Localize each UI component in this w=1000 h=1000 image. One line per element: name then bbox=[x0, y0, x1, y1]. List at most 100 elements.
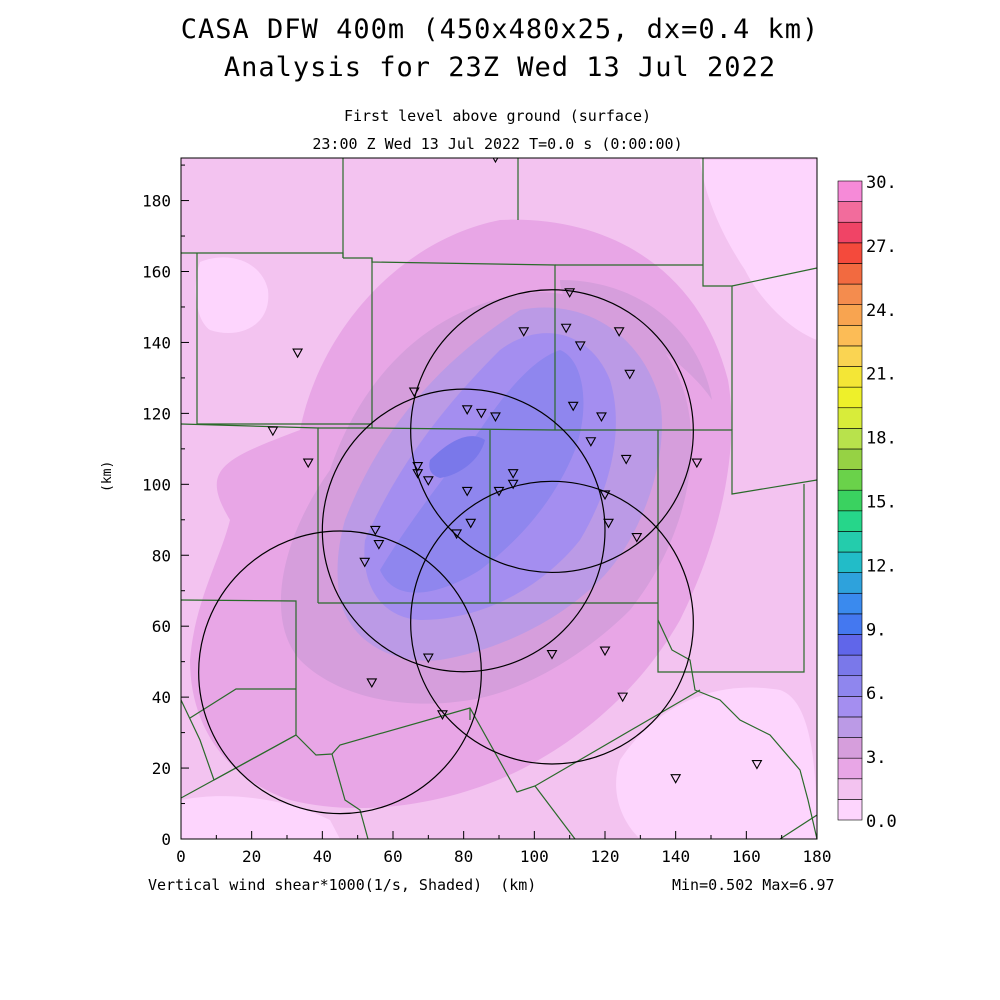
y-tick-label: 120 bbox=[142, 404, 171, 423]
colorbar-label: 9. bbox=[866, 620, 886, 640]
colorbar-swatch bbox=[837, 799, 863, 821]
station-marker bbox=[292, 348, 304, 359]
level-subtitle: First level above ground (surface) bbox=[343, 107, 652, 125]
x-tick-label: 80 bbox=[454, 847, 473, 866]
colorbar-swatch bbox=[837, 654, 863, 677]
colorbar-swatch bbox=[837, 469, 863, 491]
station-markers bbox=[267, 158, 763, 784]
station-marker bbox=[599, 646, 611, 657]
station-marker bbox=[507, 479, 519, 490]
station-marker bbox=[422, 653, 434, 664]
main-title: CASA DFW 400m (450x480x25, dx=0.4 km) bbox=[180, 14, 820, 45]
station-marker bbox=[408, 387, 420, 398]
y-tick-label: 40 bbox=[152, 688, 171, 707]
analysis-title: Analysis for 23Z Wed 13 Jul 2022 bbox=[223, 52, 777, 83]
colorbar-swatch bbox=[837, 716, 863, 738]
colorbar-swatch bbox=[837, 201, 863, 223]
x-tick-label: 60 bbox=[383, 847, 402, 866]
station-marker bbox=[585, 437, 597, 447]
colorbar-label: 0.0 bbox=[866, 812, 897, 832]
colorbar-swatch bbox=[837, 386, 863, 409]
colorbar-swatch bbox=[837, 572, 863, 594]
y-tick-label: 100 bbox=[142, 475, 171, 494]
station-marker bbox=[369, 525, 381, 536]
colorbar-swatch bbox=[837, 634, 863, 656]
colorbar-swatch bbox=[837, 448, 863, 470]
colorbar-label: 18. bbox=[866, 429, 897, 449]
radar-range-circle bbox=[410, 289, 694, 574]
colorbar-swatch bbox=[837, 345, 863, 367]
colorbar-swatch bbox=[837, 551, 863, 573]
x-tick-label: 180 bbox=[803, 847, 832, 866]
station-marker bbox=[451, 529, 463, 540]
variable-name: Vertical wind shear*1000(1/s, Shaded) bbox=[148, 876, 483, 894]
station-marker bbox=[620, 454, 632, 465]
colorbar-label: 24. bbox=[866, 301, 897, 321]
station-marker bbox=[359, 557, 371, 568]
y-tick-label: 0 bbox=[161, 830, 171, 849]
colorbar-swatch bbox=[837, 242, 863, 264]
field-shade-6 bbox=[380, 350, 584, 593]
county-boundaries bbox=[181, 158, 817, 839]
radar-range-circle bbox=[198, 530, 482, 815]
colorbar-swatch bbox=[837, 407, 863, 429]
station-marker bbox=[603, 518, 614, 529]
station-marker bbox=[437, 710, 448, 720]
station-marker bbox=[631, 532, 643, 543]
station-marker bbox=[461, 405, 473, 415]
x-tick-label: 0 bbox=[176, 847, 186, 866]
colorbar-swatch bbox=[837, 510, 863, 532]
station-marker bbox=[691, 458, 703, 469]
x-tick-label: 120 bbox=[591, 847, 620, 866]
colorbar-swatch bbox=[837, 366, 863, 388]
station-marker bbox=[461, 486, 473, 497]
station-marker bbox=[574, 341, 586, 352]
variable-label: Vertical wind shear*1000(1/s, Shaded) (k… bbox=[148, 876, 536, 894]
station-marker bbox=[267, 426, 279, 437]
radar-range-circle bbox=[410, 480, 694, 765]
colorbar-swatch bbox=[837, 531, 863, 553]
colorbar: 30. 27. 24. 21. 18. 15. 12. 9. 6. 3. 0.0 bbox=[837, 173, 897, 832]
station-marker bbox=[670, 774, 682, 784]
x-tick-label: 40 bbox=[313, 847, 332, 866]
station-marker bbox=[465, 518, 477, 529]
station-marker bbox=[546, 650, 558, 660]
colorbar-label: 30. bbox=[866, 173, 897, 193]
y-axis: 0 20 40 60 80 100 120 140 160 180 bbox=[142, 164, 189, 849]
colorbar-swatch bbox=[837, 283, 863, 305]
colorbar-swatch bbox=[837, 757, 863, 780]
y-tick-label: 80 bbox=[152, 546, 171, 565]
colorbar-swatch bbox=[837, 263, 863, 285]
station-marker bbox=[564, 288, 576, 298]
colorbar-swatch bbox=[837, 592, 863, 615]
colorbar-swatch bbox=[837, 304, 863, 326]
station-marker bbox=[373, 540, 385, 550]
station-marker bbox=[366, 678, 378, 689]
colorbar-swatch bbox=[837, 324, 863, 347]
colorbar-swatch bbox=[837, 180, 863, 202]
station-marker bbox=[518, 327, 530, 337]
station-marker bbox=[412, 469, 424, 479]
station-marker bbox=[567, 401, 579, 412]
y-tick-label: 180 bbox=[142, 192, 171, 211]
colorbar-label: 12. bbox=[866, 556, 897, 576]
min-max-label: Min=0.502 Max=6.97 bbox=[672, 876, 835, 894]
station-marker bbox=[596, 412, 607, 423]
x-axis-label: (km) bbox=[500, 876, 537, 894]
station-marker bbox=[560, 323, 572, 334]
colorbar-swatch bbox=[837, 221, 863, 244]
station-marker bbox=[422, 476, 434, 486]
colorbar-swatch bbox=[837, 696, 863, 718]
colorbar-swatch bbox=[837, 675, 863, 697]
station-marker bbox=[599, 490, 611, 501]
colorbar-label: 3. bbox=[866, 748, 886, 768]
station-marker bbox=[490, 412, 501, 423]
field-light-patch bbox=[181, 796, 340, 839]
radar-range-circles bbox=[198, 289, 694, 815]
x-axis: 0 20 40 60 80 100 120 140 160 180 bbox=[176, 831, 831, 866]
station-marker bbox=[617, 692, 629, 703]
station-marker bbox=[613, 327, 625, 337]
colorbar-label: 6. bbox=[866, 684, 886, 704]
x-tick-label: 20 bbox=[242, 847, 261, 866]
